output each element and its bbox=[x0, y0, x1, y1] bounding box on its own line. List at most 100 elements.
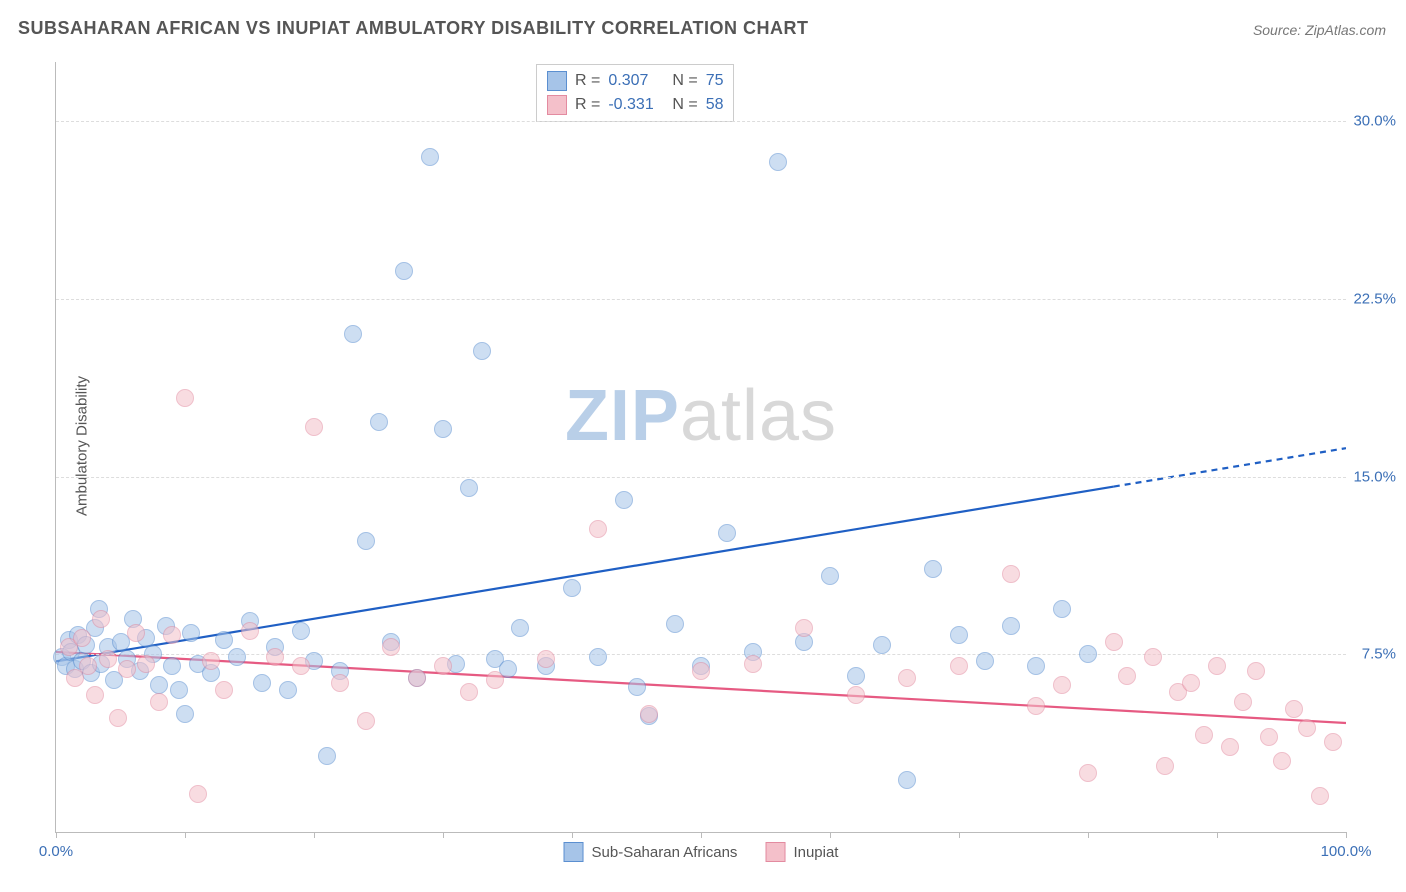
data-point-inupiat bbox=[215, 681, 233, 699]
data-point-inupiat bbox=[1311, 787, 1329, 805]
data-point-subsaharan bbox=[666, 615, 684, 633]
data-point-subsaharan bbox=[563, 579, 581, 597]
data-point-inupiat bbox=[163, 626, 181, 644]
x-tick bbox=[1217, 832, 1218, 838]
data-point-inupiat bbox=[847, 686, 865, 704]
data-point-subsaharan bbox=[821, 567, 839, 585]
data-point-inupiat bbox=[127, 624, 145, 642]
data-point-subsaharan bbox=[473, 342, 491, 360]
data-point-inupiat bbox=[537, 650, 555, 668]
data-point-subsaharan bbox=[511, 619, 529, 637]
y-tick-label: 7.5% bbox=[1348, 646, 1396, 663]
data-point-inupiat bbox=[1324, 733, 1342, 751]
y-tick-label: 22.5% bbox=[1348, 290, 1396, 307]
data-point-inupiat bbox=[795, 619, 813, 637]
legend-n-value-subsaharan: 75 bbox=[706, 72, 724, 90]
data-point-inupiat bbox=[408, 669, 426, 687]
data-point-subsaharan bbox=[460, 479, 478, 497]
gridline bbox=[56, 299, 1346, 300]
data-point-subsaharan bbox=[170, 681, 188, 699]
legend-n-value-inupiat: 58 bbox=[706, 96, 724, 114]
data-point-inupiat bbox=[898, 669, 916, 687]
x-tick bbox=[185, 832, 186, 838]
data-point-inupiat bbox=[357, 712, 375, 730]
data-point-subsaharan bbox=[150, 676, 168, 694]
data-point-subsaharan bbox=[1027, 657, 1045, 675]
watermark-atlas: atlas bbox=[680, 376, 837, 456]
x-tick-label: 100.0% bbox=[1321, 843, 1372, 860]
data-point-inupiat bbox=[1285, 700, 1303, 718]
watermark: ZIPatlas bbox=[565, 375, 837, 457]
data-point-subsaharan bbox=[292, 622, 310, 640]
data-point-subsaharan bbox=[873, 636, 891, 654]
data-point-subsaharan bbox=[370, 413, 388, 431]
data-point-subsaharan bbox=[628, 678, 646, 696]
data-point-inupiat bbox=[202, 652, 220, 670]
data-point-inupiat bbox=[331, 674, 349, 692]
data-point-subsaharan bbox=[253, 674, 271, 692]
x-tick bbox=[314, 832, 315, 838]
data-point-inupiat bbox=[1298, 719, 1316, 737]
data-point-subsaharan bbox=[176, 705, 194, 723]
data-point-subsaharan bbox=[950, 626, 968, 644]
x-tick bbox=[959, 832, 960, 838]
data-point-inupiat bbox=[1247, 662, 1265, 680]
data-point-inupiat bbox=[1079, 764, 1097, 782]
legend-r-label: R = bbox=[575, 72, 600, 90]
series-swatch-subsaharan bbox=[564, 842, 584, 862]
trend-lines bbox=[56, 62, 1346, 832]
legend-r-value-inupiat: -0.331 bbox=[608, 96, 664, 114]
data-point-inupiat bbox=[1195, 726, 1213, 744]
series-legend-item-subsaharan: Sub-Saharan Africans bbox=[564, 842, 738, 862]
data-point-subsaharan bbox=[924, 560, 942, 578]
data-point-subsaharan bbox=[228, 648, 246, 666]
series-label-subsaharan: Sub-Saharan Africans bbox=[592, 844, 738, 861]
source-value: ZipAtlas.com bbox=[1305, 22, 1386, 38]
data-point-inupiat bbox=[1221, 738, 1239, 756]
data-point-inupiat bbox=[434, 657, 452, 675]
y-tick-label: 15.0% bbox=[1348, 468, 1396, 485]
legend-n-label: N = bbox=[672, 96, 697, 114]
data-point-subsaharan bbox=[1002, 617, 1020, 635]
data-point-subsaharan bbox=[182, 624, 200, 642]
data-point-inupiat bbox=[1027, 697, 1045, 715]
data-point-inupiat bbox=[744, 655, 762, 673]
data-point-inupiat bbox=[1156, 757, 1174, 775]
data-point-inupiat bbox=[950, 657, 968, 675]
series-label-inupiat: Inupiat bbox=[793, 844, 838, 861]
data-point-inupiat bbox=[1260, 728, 1278, 746]
x-tick bbox=[572, 832, 573, 838]
y-tick-label: 30.0% bbox=[1348, 113, 1396, 130]
data-point-inupiat bbox=[79, 657, 97, 675]
gridline bbox=[56, 477, 1346, 478]
data-point-subsaharan bbox=[357, 532, 375, 550]
data-point-inupiat bbox=[1118, 667, 1136, 685]
gridline bbox=[56, 121, 1346, 122]
x-tick bbox=[56, 832, 57, 838]
x-tick bbox=[830, 832, 831, 838]
data-point-inupiat bbox=[1053, 676, 1071, 694]
scatter-plot: ZIPatlas R =0.307N =75R =-0.331N =58 Sub… bbox=[55, 62, 1346, 833]
chart-title: SUBSAHARAN AFRICAN VS INUPIAT AMBULATORY… bbox=[18, 18, 809, 39]
data-point-inupiat bbox=[1234, 693, 1252, 711]
series-legend-item-inupiat: Inupiat bbox=[765, 842, 838, 862]
legend-swatch-inupiat bbox=[547, 95, 567, 115]
data-point-inupiat bbox=[292, 657, 310, 675]
data-point-inupiat bbox=[1273, 752, 1291, 770]
data-point-subsaharan bbox=[615, 491, 633, 509]
data-point-subsaharan bbox=[589, 648, 607, 666]
data-point-inupiat bbox=[589, 520, 607, 538]
data-point-subsaharan bbox=[976, 652, 994, 670]
legend-r-value-subsaharan: 0.307 bbox=[608, 72, 664, 90]
data-point-inupiat bbox=[1208, 657, 1226, 675]
data-point-inupiat bbox=[1144, 648, 1162, 666]
data-point-subsaharan bbox=[163, 657, 181, 675]
data-point-inupiat bbox=[486, 671, 504, 689]
legend-row-inupiat: R =-0.331N =58 bbox=[547, 93, 723, 117]
data-point-inupiat bbox=[460, 683, 478, 701]
data-point-inupiat bbox=[86, 686, 104, 704]
data-point-inupiat bbox=[137, 655, 155, 673]
watermark-zip: ZIP bbox=[565, 376, 680, 456]
data-point-subsaharan bbox=[898, 771, 916, 789]
data-point-inupiat bbox=[640, 705, 658, 723]
